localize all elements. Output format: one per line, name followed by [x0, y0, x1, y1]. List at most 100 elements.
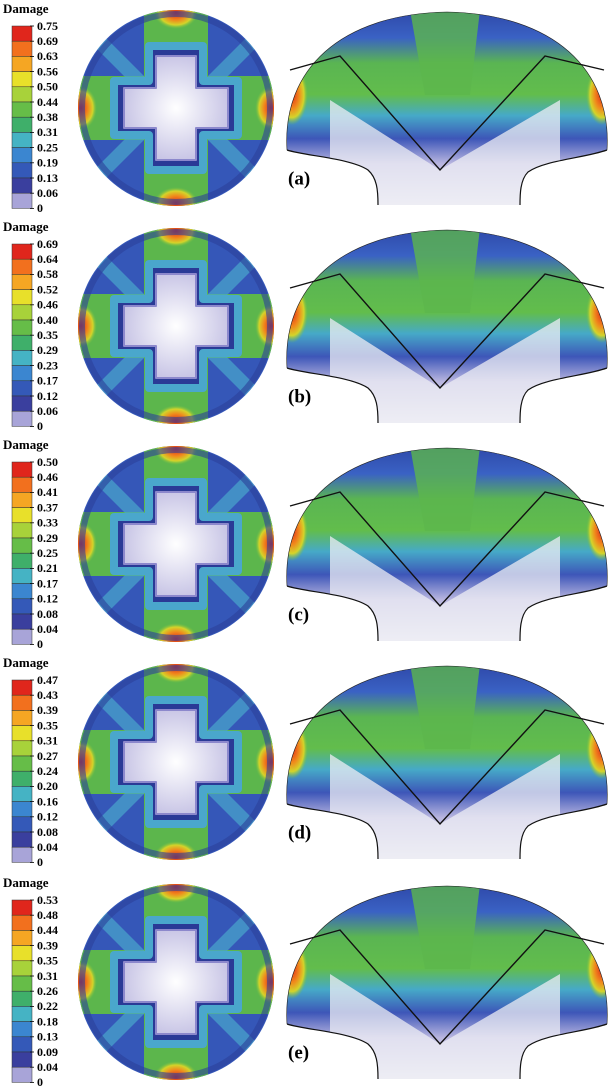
- damage-head: [276, 0, 609, 210]
- color-swatch: [12, 847, 32, 862]
- color-swatch: [12, 961, 32, 976]
- legend-label: 0.20: [37, 779, 58, 793]
- legend-label: 0.69: [37, 237, 58, 251]
- legend-title: Damage: [3, 437, 49, 452]
- legend-label: 0.43: [37, 688, 58, 702]
- legend-label: 0.08: [37, 825, 58, 839]
- color-swatch: [12, 991, 32, 1006]
- legend-label: 0.48: [37, 908, 58, 922]
- legend-label: 0.41: [37, 485, 58, 499]
- color-swatch: [12, 366, 32, 381]
- legend-label: 0.47: [37, 673, 58, 687]
- legend-label: 0: [37, 1075, 43, 1089]
- legend-label: 0.23: [37, 358, 58, 372]
- color-swatch: [12, 320, 32, 335]
- color-swatch: [12, 553, 32, 568]
- damage-head: [276, 436, 609, 646]
- legend-label: 0.18: [37, 1014, 58, 1028]
- legend-label: 0.04: [37, 1060, 58, 1074]
- color-swatch: [12, 1037, 32, 1052]
- figure: Damage0.750.690.630.560.500.440.380.310.…: [0, 0, 609, 1091]
- legend-label: 0.17: [37, 374, 58, 388]
- color-swatch: [12, 1006, 32, 1021]
- color-swatch: [12, 305, 32, 320]
- legend-label: 0.35: [37, 718, 58, 732]
- color-swatch: [12, 396, 32, 411]
- panel-label: (d): [288, 822, 311, 843]
- color-swatch: [12, 817, 32, 832]
- color-swatch: [12, 680, 32, 695]
- legend-label: 0.50: [37, 80, 58, 94]
- color-swatch: [12, 87, 32, 102]
- color-swatch: [12, 259, 32, 274]
- panel: Damage0.690.640.580.520.460.400.350.290.…: [3, 215, 609, 437]
- color-swatch: [12, 614, 32, 629]
- color-swatch: [12, 477, 32, 492]
- color-swatch: [12, 72, 32, 87]
- color-swatch: [12, 492, 32, 507]
- color-swatch: [12, 584, 32, 599]
- legend-label: 0.38: [37, 110, 58, 124]
- damage-head: [276, 218, 609, 428]
- legend-label: 0.35: [37, 954, 58, 968]
- damage-disk: [65, 651, 287, 873]
- legend-label: 0.25: [37, 140, 58, 154]
- legend-label: 0.31: [37, 125, 58, 139]
- legend-label: 0: [37, 855, 43, 869]
- legend-label: 0.58: [37, 267, 58, 281]
- legend-label: 0.63: [37, 49, 58, 63]
- legend-label: 0.04: [37, 840, 58, 854]
- legend-label: 0.13: [37, 171, 58, 185]
- color-swatch: [12, 1052, 32, 1067]
- legend-label: 0.24: [37, 764, 58, 778]
- legend-label: 0: [37, 419, 43, 433]
- legend-label: 0.19: [37, 156, 58, 170]
- legend-label: 0.25: [37, 546, 58, 560]
- legend-label: 0.27: [37, 749, 58, 763]
- color-swatch: [12, 41, 32, 56]
- legend-label: 0.56: [37, 64, 58, 78]
- color-swatch: [12, 930, 32, 945]
- legend-title: Damage: [3, 219, 49, 234]
- legend-label: 0.09: [37, 1045, 58, 1059]
- legend-label: 0.21: [37, 561, 58, 575]
- color-swatch: [12, 599, 32, 614]
- legend-label: 0.44: [37, 923, 58, 937]
- legend-label: 0.12: [37, 592, 58, 606]
- legend-label: 0.37: [37, 500, 58, 514]
- color-swatch: [12, 148, 32, 163]
- damage-head: [276, 874, 609, 1084]
- color-swatch: [12, 411, 32, 426]
- color-swatch: [12, 1067, 32, 1082]
- color-swatch: [12, 756, 32, 771]
- legend-label: 0.44: [37, 95, 58, 109]
- legend-label: 0.53: [37, 893, 58, 907]
- color-swatch: [12, 900, 32, 915]
- legend-label: 0.26: [37, 984, 58, 998]
- color-swatch: [12, 244, 32, 259]
- color-swatch: [12, 802, 32, 817]
- legend-label: 0.39: [37, 938, 58, 952]
- legend-label: 0.17: [37, 576, 58, 590]
- legend-label: 0.04: [37, 622, 58, 636]
- legend-label: 0.69: [37, 34, 58, 48]
- color-swatch: [12, 726, 32, 741]
- legend-label: 0.46: [37, 298, 58, 312]
- legend-label: 0.16: [37, 794, 58, 808]
- legend-label: 0.29: [37, 343, 58, 357]
- legend-label: 0.31: [37, 969, 58, 983]
- legend-label: 0.12: [37, 389, 58, 403]
- damage-disk: [65, 0, 287, 219]
- legend-title: Damage: [3, 1, 49, 16]
- damage-disk: [65, 871, 287, 1091]
- legend-label: 0.06: [37, 186, 58, 200]
- color-swatch: [12, 508, 32, 523]
- legend-label: 0.29: [37, 531, 58, 545]
- legend-label: 0: [37, 201, 43, 215]
- color-swatch: [12, 741, 32, 756]
- color-swatch: [12, 462, 32, 477]
- legend-label: 0.35: [37, 328, 58, 342]
- legend-label: 0.46: [37, 470, 58, 484]
- legend-label: 0.22: [37, 999, 58, 1013]
- panel-label: (b): [288, 386, 311, 407]
